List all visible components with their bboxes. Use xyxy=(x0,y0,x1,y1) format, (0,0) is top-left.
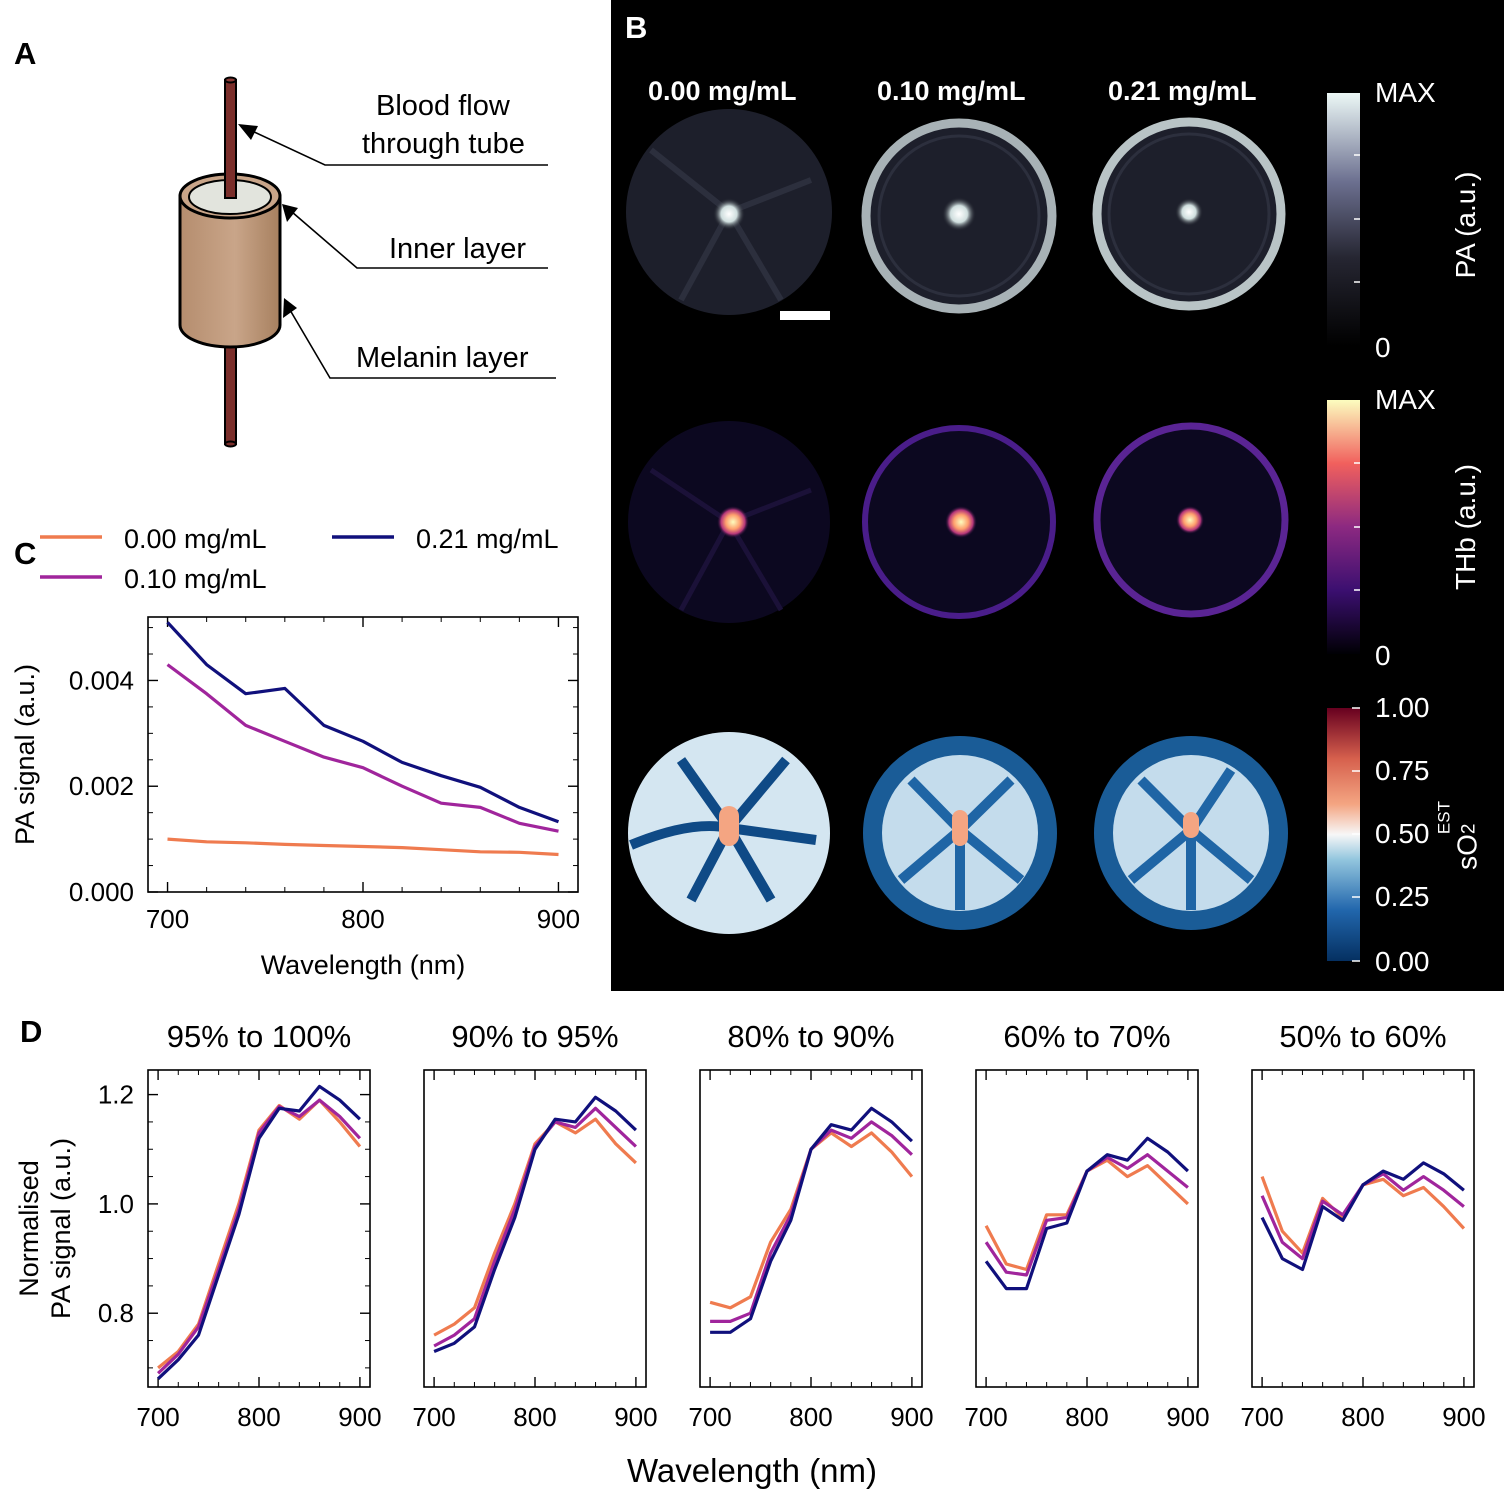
melanin-layer-cylinder xyxy=(178,194,282,349)
column-header-2: 0.21 mg/mL xyxy=(1108,76,1257,106)
x-tick-label: 800 xyxy=(789,1402,832,1432)
x-tick-label: 700 xyxy=(1240,1402,1283,1432)
legend-label-0: 0.00 mg/mL xyxy=(124,524,267,554)
y-tick-label: 0.8 xyxy=(98,1298,134,1328)
series-line-1 xyxy=(166,663,559,833)
legend-label-2: 0.21 mg/mL xyxy=(416,524,559,554)
pa-image-0 xyxy=(626,109,832,315)
subplot-frame-4 xyxy=(1251,1069,1475,1388)
x-tick-label: 700 xyxy=(412,1402,455,1432)
image-grid-svg xyxy=(626,93,1360,962)
panel-d-y-axis-label-line2: PA signal (a.u.) xyxy=(46,1138,76,1319)
so2-image-1 xyxy=(863,736,1057,930)
x-tick-label: 900 xyxy=(614,1402,657,1432)
subplot-4-series-line-0 xyxy=(1260,1176,1466,1255)
tube-schematic-diagram xyxy=(178,76,556,448)
legend-label-1: 0.10 mg/mL xyxy=(124,564,267,594)
x-tick-label: 800 xyxy=(341,904,384,934)
subplot-2-series-line-0 xyxy=(709,1131,914,1310)
y-tick-label: 0.004 xyxy=(69,665,134,695)
subplot-title-3: 60% to 70% xyxy=(1003,1019,1170,1054)
so2-tick-0: 0.00 xyxy=(1375,946,1430,977)
so2-tick-050: 0.50 xyxy=(1375,818,1430,849)
thb-image-1 xyxy=(862,425,1056,619)
so2-tick-1: 1.00 xyxy=(1375,692,1430,723)
leader-melanin-layer xyxy=(289,309,556,379)
subplot-0-series-line-1 xyxy=(157,1098,362,1375)
panel-letter-b: B xyxy=(625,10,648,45)
pa-image-1 xyxy=(861,118,1057,314)
subplot-4-series-line-2 xyxy=(1260,1161,1465,1272)
y-tick-label: 1.0 xyxy=(98,1189,134,1219)
x-tick-label: 700 xyxy=(136,1402,179,1432)
so2-image-0 xyxy=(628,732,830,934)
panel-c-y-axis-label: PA signal (a.u.) xyxy=(10,664,40,845)
pa-colorbar-min: 0 xyxy=(1375,332,1391,363)
thb-image-2 xyxy=(1093,422,1289,618)
subplot-1-series-line-0 xyxy=(433,1117,637,1337)
subplot-title-0: 95% to 100% xyxy=(167,1019,351,1054)
x-tick-label: 700 xyxy=(688,1402,731,1432)
subplot-frame-3 xyxy=(975,1069,1199,1388)
y-tick-label: 1.2 xyxy=(98,1080,134,1110)
thb-colorbar-max: MAX xyxy=(1375,384,1436,415)
series-line-0 xyxy=(167,837,559,857)
x-tick-label: 900 xyxy=(537,904,580,934)
inner-layer-label: Inner layer xyxy=(389,233,527,265)
panel-d-y-axis-label-line1: Normalised xyxy=(14,1160,44,1297)
thb-colorbar-min: 0 xyxy=(1375,640,1391,671)
pa-colorbar-max: MAX xyxy=(1375,77,1436,108)
series-line-2 xyxy=(166,621,560,824)
so2-tick-075: 0.75 xyxy=(1375,755,1430,786)
panel-letter-c: C xyxy=(14,536,37,571)
subplot-title-2: 80% to 90% xyxy=(727,1019,894,1054)
panel-d-x-axis-label: Wavelength (nm) xyxy=(627,1452,877,1489)
image-grid-panel: B 0.00 mg/mL 0.10 mg/mL 0.21 mg/mL xyxy=(611,0,1504,991)
leader-inner-layer xyxy=(291,211,548,269)
scale-bar xyxy=(780,311,830,320)
subplot-3-series-line-0 xyxy=(984,1158,1189,1272)
subplot-3-series-line-2 xyxy=(984,1136,1189,1291)
x-tick-label: 800 xyxy=(237,1402,280,1432)
x-tick-label: 800 xyxy=(1065,1402,1108,1432)
so2-tick-025: 0.25 xyxy=(1375,881,1430,912)
x-tick-label: 700 xyxy=(964,1402,1007,1432)
column-header-1: 0.10 mg/mL xyxy=(877,76,1026,106)
x-tick-label: 700 xyxy=(146,904,189,934)
x-tick-label: 900 xyxy=(1166,1402,1209,1432)
y-tick-label: 0.000 xyxy=(69,877,134,907)
subplot-2-series-line-2 xyxy=(710,1106,914,1334)
x-tick-label: 800 xyxy=(513,1402,556,1432)
melanin-layer-label: Melanin layer xyxy=(356,342,529,374)
blood-flow-label-line2: through tube xyxy=(362,128,525,160)
subplot-title-1: 90% to 95% xyxy=(451,1019,618,1054)
leader-blood-flow xyxy=(249,129,548,166)
thb-image-0 xyxy=(628,421,830,623)
subplot-1-series-line-2 xyxy=(433,1095,637,1353)
x-tick-label: 800 xyxy=(1341,1402,1384,1432)
subplot-title-4: 50% to 60% xyxy=(1279,1019,1446,1054)
x-tick-label: 900 xyxy=(890,1402,933,1432)
pa-image-2 xyxy=(1092,117,1286,311)
panel-letter-a: A xyxy=(14,36,37,71)
column-header-0: 0.00 mg/mL xyxy=(648,76,797,106)
y-tick-label: 0.002 xyxy=(69,771,134,801)
so2-image-2 xyxy=(1094,736,1288,930)
x-tick-label: 900 xyxy=(338,1402,381,1432)
subplot-0-series-line-2 xyxy=(157,1084,361,1380)
subplot-frame-2 xyxy=(699,1069,923,1388)
blood-flow-label-line1: Blood flow xyxy=(376,90,510,122)
panel-c-x-axis-label: Wavelength (nm) xyxy=(261,950,466,980)
panel-letter-d: D xyxy=(20,1014,43,1049)
x-tick-label: 900 xyxy=(1442,1402,1485,1432)
